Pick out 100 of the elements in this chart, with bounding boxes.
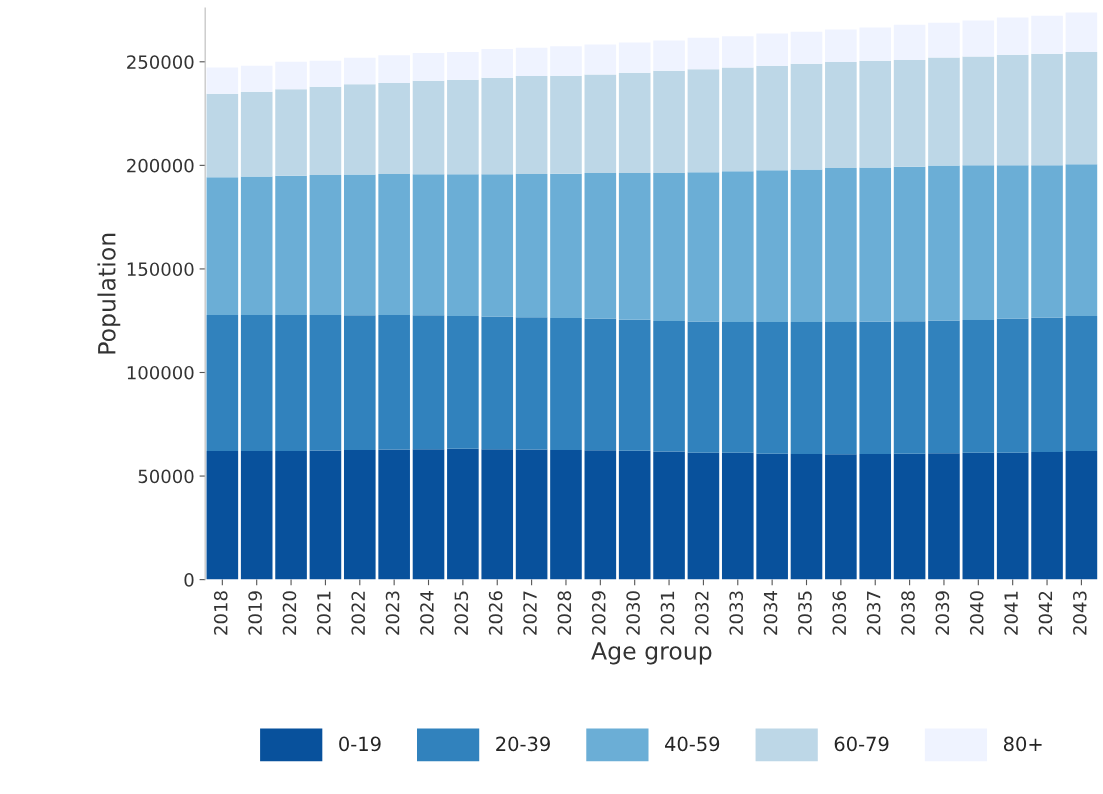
- bar: [206, 93, 239, 178]
- bar: [653, 451, 685, 580]
- bar: [412, 53, 445, 81]
- x-tick-label: 2030: [626, 591, 640, 635]
- bar: [653, 70, 685, 174]
- bar: [412, 174, 445, 316]
- bar: [275, 89, 307, 176]
- bar: [447, 79, 479, 175]
- bar: [584, 318, 617, 451]
- bar: [343, 315, 376, 450]
- bar: [721, 452, 754, 580]
- bar: [1065, 164, 1098, 316]
- y-tick-label: 50000: [138, 469, 194, 484]
- bar: [378, 315, 410, 450]
- bar: [790, 169, 823, 322]
- bar: [790, 453, 823, 580]
- x-tick-label: 2039: [935, 591, 950, 635]
- x-tick-label: 2041: [1004, 591, 1018, 635]
- bar: [928, 165, 960, 321]
- legend-label: 40-59: [665, 736, 720, 752]
- bar: [859, 27, 892, 61]
- x-tick-label: 2035: [798, 591, 812, 635]
- bar: [996, 318, 1029, 453]
- bar: [653, 173, 685, 321]
- bar: [687, 172, 720, 322]
- bar: [309, 315, 342, 451]
- bar: [550, 173, 582, 319]
- bar: [584, 74, 617, 174]
- bar: [618, 72, 651, 174]
- legend-label: 60-79: [834, 736, 889, 752]
- bar: [412, 315, 445, 450]
- bar: [240, 91, 273, 177]
- bar: [721, 36, 754, 68]
- bar: [962, 20, 995, 57]
- bar: [275, 175, 307, 315]
- bar: [550, 75, 582, 174]
- bar: [721, 67, 754, 172]
- bar: [447, 174, 479, 316]
- bar: [481, 48, 514, 78]
- bar: [859, 60, 892, 168]
- bar: [618, 173, 651, 320]
- bar: [825, 454, 857, 580]
- x-tick-label: 2036: [832, 591, 847, 635]
- x-tick-label: 2042: [1038, 591, 1053, 635]
- bar: [756, 33, 788, 66]
- x-tick-label: 2037: [866, 591, 881, 635]
- bar: [1031, 53, 1063, 166]
- bar: [996, 165, 1029, 319]
- x-tick-label: 2025: [454, 591, 469, 635]
- bar: [343, 57, 376, 85]
- bar: [1065, 52, 1098, 165]
- bar: [275, 314, 307, 451]
- bar: [721, 171, 754, 322]
- legend-label: 80+: [1003, 736, 1042, 752]
- bar: [275, 450, 307, 580]
- bar: [343, 84, 376, 175]
- bar: [790, 321, 823, 454]
- y-tick-label: 0: [184, 573, 194, 587]
- bar: [928, 22, 960, 58]
- bar: [825, 29, 857, 62]
- bar: [790, 31, 823, 64]
- bar: [893, 59, 926, 167]
- x-tick-label: 2018: [213, 591, 228, 635]
- bar: [515, 449, 548, 580]
- bar: [996, 17, 1029, 55]
- bar: [481, 316, 514, 450]
- bar: [343, 449, 376, 580]
- bar: [515, 47, 548, 77]
- x-tick-label: 2028: [557, 591, 572, 635]
- bar: [825, 62, 857, 169]
- x-tick-label: 2024: [420, 591, 434, 635]
- bar: [825, 168, 857, 322]
- bar: [1031, 165, 1063, 318]
- bar: [378, 174, 410, 316]
- y-tick-label: 200000: [127, 158, 194, 173]
- y-tick-label: 100000: [127, 365, 194, 380]
- bar: [653, 320, 685, 452]
- bar: [756, 321, 788, 454]
- bar: [240, 65, 273, 92]
- bar: [756, 170, 788, 322]
- bar: [653, 40, 685, 71]
- bar: [412, 80, 445, 175]
- bar: [687, 69, 720, 173]
- bar: [206, 177, 239, 315]
- x-tick-label: 2021: [317, 591, 331, 635]
- bar: [962, 56, 995, 166]
- bar: [962, 319, 995, 453]
- x-tick-label: 2032: [695, 591, 709, 635]
- bar: [859, 321, 892, 454]
- bar: [447, 315, 479, 449]
- bar: [687, 321, 720, 453]
- bar: [928, 453, 960, 580]
- bar: [515, 76, 548, 175]
- bar: [859, 453, 892, 580]
- bar: [550, 318, 582, 450]
- bar: [893, 24, 926, 60]
- bar: [1065, 12, 1098, 53]
- bar: [515, 317, 548, 450]
- bar: [928, 320, 960, 454]
- bar: [309, 60, 342, 87]
